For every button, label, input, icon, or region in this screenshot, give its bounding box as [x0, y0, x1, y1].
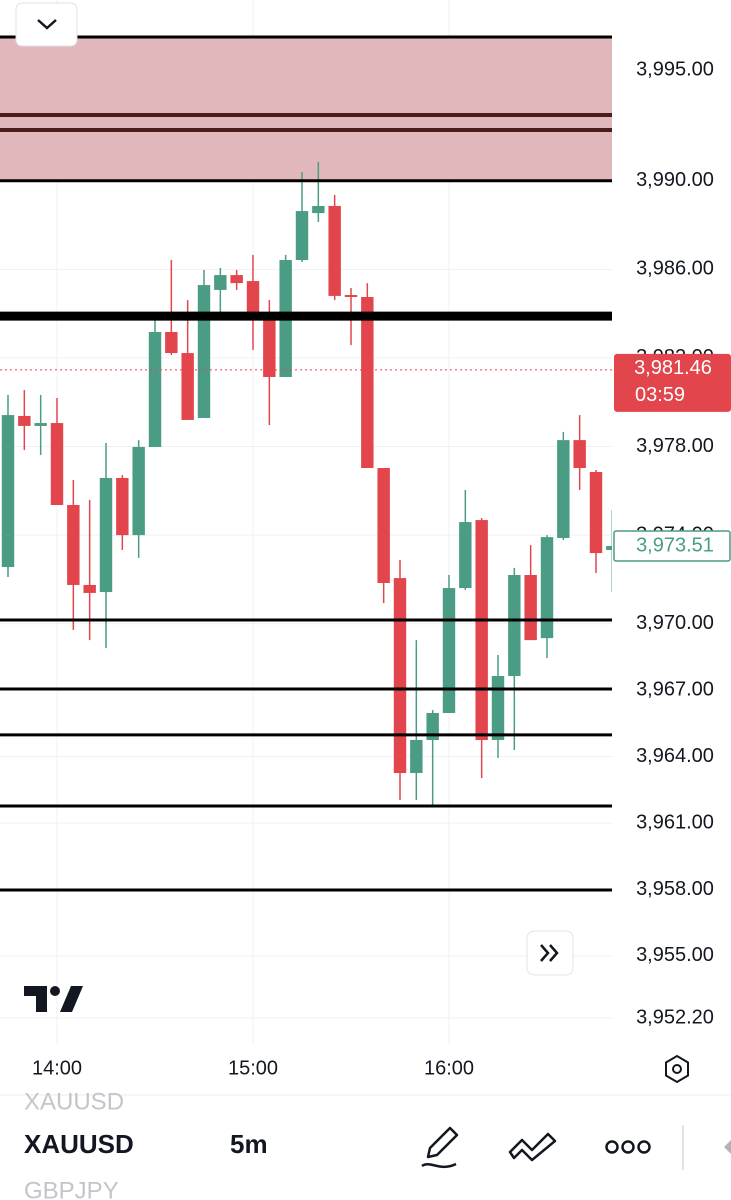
candle-body: [197, 285, 211, 418]
candle-body: [148, 332, 162, 447]
candle-body: [393, 578, 407, 774]
symbol-next[interactable]: GBPJPY: [24, 1177, 119, 1200]
candle-body: [361, 297, 374, 469]
candle-body: [83, 584, 96, 593]
price-marker-badge: [613, 530, 731, 562]
y-tick-label: 3,955.00: [636, 944, 714, 966]
y-tick-label: 3,995.00: [636, 58, 714, 80]
y-tick-label: 3,958.00: [636, 878, 714, 900]
more-button[interactable]: [605, 1140, 651, 1154]
draw-tool-button[interactable]: [421, 1126, 459, 1169]
y-tick-label: 3,961.00: [636, 811, 714, 833]
candle-body: [99, 477, 113, 593]
candle-body: [263, 314, 276, 377]
scroll-to-latest-button[interactable]: [526, 930, 574, 976]
candle-body: [377, 468, 390, 583]
candle-body: [328, 205, 341, 296]
candle-body: [459, 522, 472, 589]
candle-body: [606, 545, 612, 550]
x-tick-label: 14:00: [32, 1057, 82, 1079]
candle-body: [18, 415, 31, 426]
countdown: 03:59: [635, 384, 685, 406]
chevron-icon: [37, 19, 57, 30]
candle-body: [34, 423, 47, 426]
candle-body: [181, 353, 194, 420]
candle-body: [1, 415, 15, 568]
y-tick-label: 3,952.20: [636, 1006, 714, 1028]
candle-body: [214, 275, 227, 290]
candle-body: [524, 574, 537, 641]
y-tick-label: 3,990.00: [636, 169, 714, 191]
logo: [24, 986, 83, 1012]
current-price-badge: [614, 353, 731, 412]
candle-body: [540, 537, 554, 639]
candle-body: [426, 712, 439, 741]
current-price-label: 3,981.46: [634, 357, 712, 379]
settings-button[interactable]: [665, 1054, 689, 1084]
x-tick-label: 16:00: [424, 1057, 474, 1079]
price-marker-label: 3,973.51: [636, 534, 714, 556]
candle-body: [50, 423, 64, 506]
y-tick-label: 3,967.00: [636, 678, 714, 700]
collapse-button[interactable]: [15, 2, 78, 47]
symbol[interactable]: XAUUSD: [24, 1129, 134, 1159]
trend-tool-button[interactable]: [508, 1132, 557, 1162]
y-tick-label: 3,978.00: [636, 435, 714, 457]
candle-body: [410, 740, 423, 774]
candle-body: [508, 574, 521, 676]
candle-body: [589, 471, 603, 554]
candle-body: [295, 211, 309, 261]
interval[interactable]: 5m: [230, 1129, 268, 1159]
candle-body: [246, 281, 260, 315]
candle-body: [312, 205, 325, 214]
toolbar-arrow[interactable]: [724, 1140, 731, 1154]
x-tick-label: 15:00: [228, 1057, 278, 1079]
symbol-prev[interactable]: XAUUSD: [24, 1088, 124, 1115]
candle-body: [573, 440, 586, 469]
candle-body: [132, 446, 145, 536]
toolbar: XAUUSD XAUUSD GBPJPY 5m: [0, 1088, 731, 1200]
candle-body: [230, 275, 243, 284]
candle-body: [67, 505, 80, 585]
candle-body: [116, 477, 129, 536]
price-axis: 3,995.003,990.003,986.003,982.003,978.00…: [613, 58, 731, 1028]
double-chevron-icon: [540, 944, 559, 962]
y-tick-label: 3,986.00: [636, 258, 714, 280]
candle-body: [557, 440, 570, 539]
candle-body: [344, 295, 358, 298]
candle-body: [165, 332, 178, 354]
candle-body: [491, 675, 505, 741]
zone: [0, 36, 612, 181]
y-tick-label: 3,964.00: [636, 745, 714, 767]
y-tick-label: 3,970.00: [636, 612, 714, 634]
plot: [0, 35, 612, 892]
candle-body: [442, 588, 456, 713]
candle-body: [475, 520, 488, 741]
